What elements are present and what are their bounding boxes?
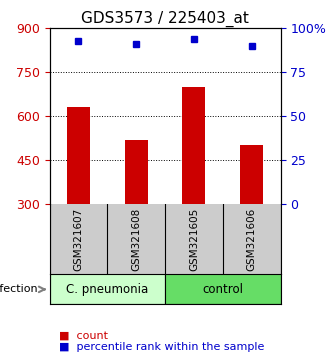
Text: GSM321607: GSM321607 xyxy=(73,207,83,271)
Text: ■  percentile rank within the sample: ■ percentile rank within the sample xyxy=(59,342,265,352)
Bar xyxy=(125,139,148,204)
FancyBboxPatch shape xyxy=(50,274,165,304)
Text: GSM321605: GSM321605 xyxy=(189,207,199,271)
Text: ■  count: ■ count xyxy=(59,331,108,341)
Text: C. pneumonia: C. pneumonia xyxy=(66,283,148,296)
FancyBboxPatch shape xyxy=(165,274,280,304)
Text: infection: infection xyxy=(0,284,38,295)
Text: GSM321606: GSM321606 xyxy=(247,207,257,271)
Title: GDS3573 / 225403_at: GDS3573 / 225403_at xyxy=(81,11,249,27)
Text: GSM321608: GSM321608 xyxy=(131,207,141,271)
Bar xyxy=(182,87,205,204)
Bar xyxy=(240,145,263,204)
Bar xyxy=(67,107,90,204)
Text: control: control xyxy=(202,283,243,296)
